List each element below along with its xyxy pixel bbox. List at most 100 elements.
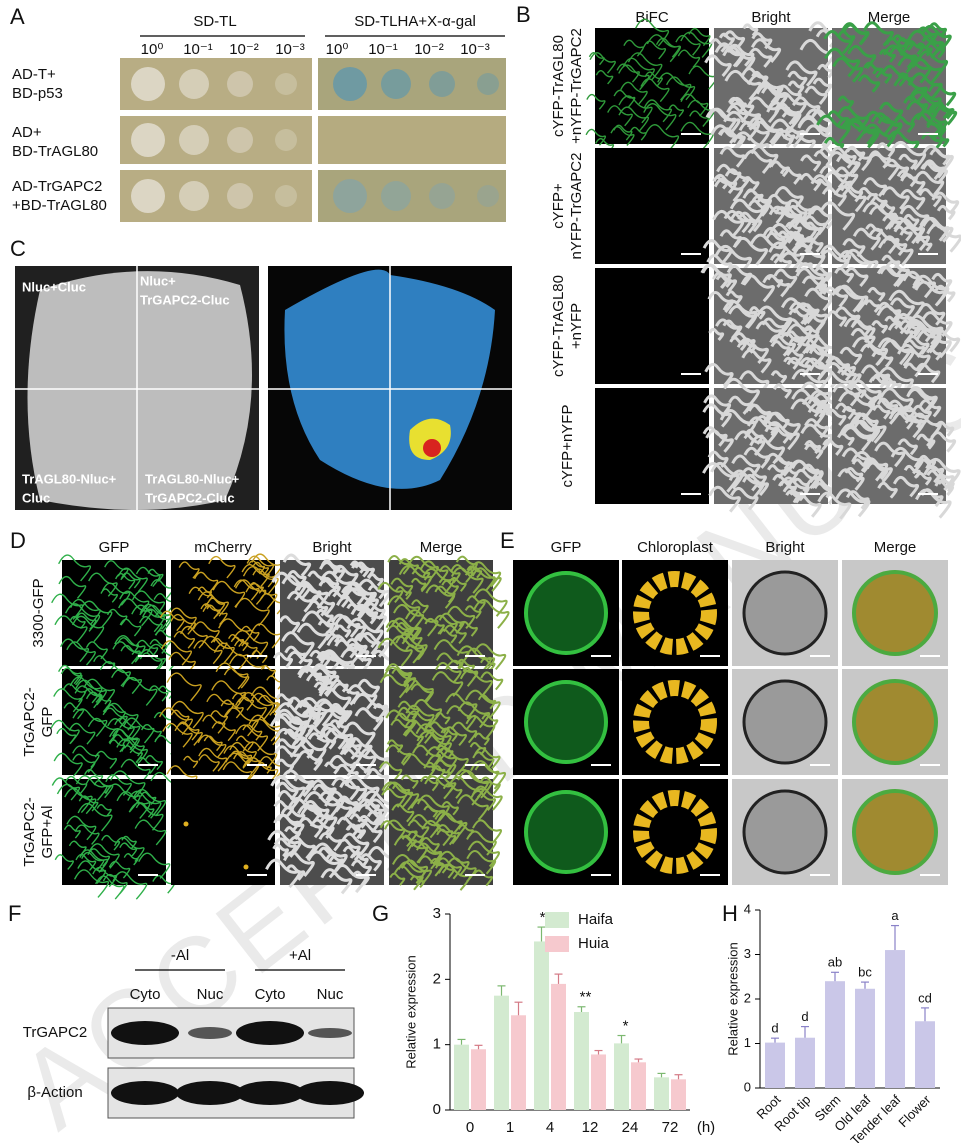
column-title: mCherry xyxy=(194,539,252,556)
group-title: SD-TL xyxy=(193,13,236,30)
colony xyxy=(131,179,165,213)
bar xyxy=(534,941,549,1110)
quadrant-label: Nluc+ xyxy=(140,273,176,288)
significance: * xyxy=(623,1017,629,1034)
protein: TrGAPC2 xyxy=(23,1024,87,1041)
column-title: Bright xyxy=(312,539,352,556)
row-label: cYFP-TrAGL80 xyxy=(550,275,567,377)
protoplast xyxy=(852,570,938,656)
group-title: SD-TLHA+X-α-gal xyxy=(354,13,476,30)
x-tick-label: 1 xyxy=(506,1119,514,1136)
cell-walls xyxy=(50,660,179,785)
cell-walls xyxy=(378,659,507,790)
band xyxy=(236,1021,304,1045)
colony xyxy=(275,73,297,95)
colony xyxy=(381,69,411,99)
band xyxy=(296,1081,364,1105)
colony xyxy=(131,67,165,101)
row-label: cYFP-TrAGL80 xyxy=(550,35,567,137)
protoplast xyxy=(742,789,828,875)
x-tick-label: 0 xyxy=(466,1119,474,1136)
x-tick-label: 12 xyxy=(582,1119,599,1136)
bar xyxy=(574,1012,589,1110)
colony xyxy=(131,123,165,157)
letter: d xyxy=(801,1009,808,1024)
column-title: Merge xyxy=(420,539,463,556)
quadrant-label: Cluc xyxy=(22,490,50,505)
dilution: 10⁻¹ xyxy=(183,41,213,58)
band xyxy=(236,1081,304,1105)
cell-walls xyxy=(379,768,503,891)
hotspot xyxy=(423,439,441,457)
fraction: Nuc xyxy=(317,986,344,1003)
column-title: Bright xyxy=(765,539,805,556)
row-label: +nYFP xyxy=(568,303,585,349)
x-tick-label: Flower xyxy=(895,1091,934,1130)
cell-walls xyxy=(585,18,719,154)
panel-label: E xyxy=(500,528,515,553)
panel-label: H xyxy=(722,901,738,926)
panel-label: F xyxy=(8,901,21,926)
colony xyxy=(333,67,367,101)
colony xyxy=(179,69,209,99)
colony xyxy=(275,185,297,207)
protoplast xyxy=(742,570,828,656)
protoplast xyxy=(852,679,938,765)
cell-walls xyxy=(271,553,397,682)
cell-walls xyxy=(377,555,510,675)
band xyxy=(111,1021,179,1045)
fraction: Cyto xyxy=(255,986,286,1003)
row-label: TrGAPC2- xyxy=(21,687,38,756)
x-unit: (h) xyxy=(697,1119,715,1136)
bar xyxy=(885,950,905,1088)
nucleus xyxy=(243,864,249,870)
leaf xyxy=(27,271,252,510)
band xyxy=(188,1027,232,1039)
colony xyxy=(333,179,367,213)
chloroplasts xyxy=(633,790,717,874)
cell-walls xyxy=(702,145,843,280)
letter: ab xyxy=(828,955,842,970)
colony xyxy=(227,183,253,209)
y-tick-label: 0 xyxy=(744,1079,751,1094)
dilution: 10⁻¹ xyxy=(368,41,398,58)
bar xyxy=(765,1042,785,1088)
letter: cd xyxy=(918,990,932,1005)
cell-walls xyxy=(702,377,842,518)
column-title: Merge xyxy=(868,9,911,26)
x-tick-label: 72 xyxy=(662,1119,679,1136)
row-label: cYFP+ xyxy=(550,183,567,229)
fraction: Cyto xyxy=(130,986,161,1003)
row-label: TrGAPC2- xyxy=(21,797,38,866)
y-tick-label: 1 xyxy=(433,1036,441,1053)
y-tick-label: 2 xyxy=(433,970,441,987)
colony xyxy=(179,125,209,155)
protein: β-Action xyxy=(27,1084,82,1101)
protoplast xyxy=(524,790,608,874)
y-axis-label: Relative expression xyxy=(725,942,740,1055)
cell-walls xyxy=(265,769,401,895)
protoplast xyxy=(524,571,608,655)
letter: a xyxy=(891,908,899,923)
panel-label: G xyxy=(372,901,389,926)
row-label: +BD-TrAGL80 xyxy=(12,197,107,214)
micrograph xyxy=(595,388,709,504)
row-label: GFP xyxy=(39,707,56,738)
y-tick-label: 2 xyxy=(744,990,751,1005)
protoplast xyxy=(852,789,938,875)
colony xyxy=(227,71,253,97)
bar xyxy=(825,981,845,1088)
column-title: Bright xyxy=(751,9,791,26)
cell-walls xyxy=(817,260,961,398)
micrograph xyxy=(171,779,275,885)
protoplast xyxy=(524,680,608,764)
legend-label: Huia xyxy=(578,935,610,952)
nucleus xyxy=(183,821,189,827)
quadrant-label: TrGAPC2-Cluc xyxy=(145,490,235,505)
colony xyxy=(429,183,455,209)
row-label: AD-TrGAPC2 xyxy=(12,178,102,195)
column-title: BiFC xyxy=(635,9,669,26)
dilution: 10⁰ xyxy=(326,41,349,58)
micrograph xyxy=(62,779,166,885)
